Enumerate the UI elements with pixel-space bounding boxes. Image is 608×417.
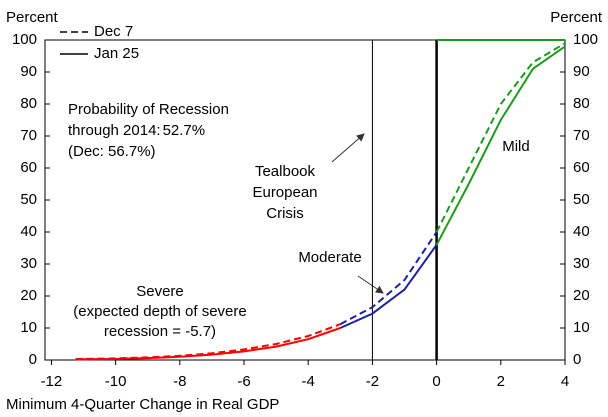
annotation: through 2014: <box>68 122 161 139</box>
y-tick-label: 0 <box>29 351 37 368</box>
y-tick-label: 60 <box>20 159 37 176</box>
y-tick-label: 50 <box>20 191 37 208</box>
region-label: recession = -5.7) <box>104 323 216 340</box>
y2-tick-label: 50 <box>573 191 590 208</box>
x-axis-label: Minimum 4-Quarter Change in Real GDP <box>6 396 279 413</box>
legend-label: Dec 7 <box>94 23 133 40</box>
region-label: Mild <box>502 138 530 155</box>
y-tick-label: 30 <box>20 255 37 272</box>
x-tick-label: 4 <box>561 373 569 390</box>
y2-tick-label: 20 <box>573 287 590 304</box>
y2-tick-label: 0 <box>573 351 581 368</box>
y2-tick-label: 90 <box>573 63 590 80</box>
legend-label: Jan 25 <box>94 45 139 62</box>
y2-tick-label: 60 <box>573 159 590 176</box>
y2-tick-label: 80 <box>573 95 590 112</box>
x-tick-label: 2 <box>497 373 505 390</box>
x-tick-label: -12 <box>41 373 63 390</box>
series-line <box>339 244 438 329</box>
region-label: (expected depth of severe <box>73 303 246 320</box>
y-tick-label: 100 <box>12 31 37 48</box>
y2-axis-label: Percent <box>550 9 603 26</box>
arrow <box>357 275 384 294</box>
arrow <box>331 133 365 163</box>
x-tick-label: -2 <box>366 373 379 390</box>
y-tick-label: 70 <box>20 127 37 144</box>
annotation-note: (Dec: 56.7%) <box>68 143 156 160</box>
y-axis-label: Percent <box>6 9 59 26</box>
region-label: Severe <box>136 283 184 300</box>
annotation: Probability of Recession <box>68 101 229 118</box>
y2-tick-label: 30 <box>573 255 590 272</box>
x-tick-label: -8 <box>173 373 186 390</box>
series-line <box>339 231 438 326</box>
crisis-label: Tealbook <box>255 163 316 180</box>
y-tick-label: 40 <box>20 223 37 240</box>
x-tick-label: -10 <box>105 373 127 390</box>
crisis-label: European <box>252 184 317 201</box>
y-tick-label: 90 <box>20 63 37 80</box>
series-line <box>435 42 566 233</box>
y2-tick-label: 40 <box>573 223 590 240</box>
series-line <box>75 327 341 361</box>
region-label: Moderate <box>298 249 361 266</box>
y2-tick-label: 10 <box>573 319 590 336</box>
y-tick-label: 80 <box>20 95 37 112</box>
y-tick-label: 10 <box>20 319 37 336</box>
crisis-label: Crisis <box>266 205 304 222</box>
x-tick-label: 0 <box>432 373 440 390</box>
y-tick-label: 20 <box>20 287 37 304</box>
annotation-value: 52.7% <box>163 122 206 139</box>
series-line <box>435 45 566 246</box>
y2-tick-label: 100 <box>573 31 598 48</box>
x-tick-label: -4 <box>302 373 315 390</box>
x-tick-label: -6 <box>237 373 250 390</box>
y2-tick-label: 70 <box>573 127 590 144</box>
